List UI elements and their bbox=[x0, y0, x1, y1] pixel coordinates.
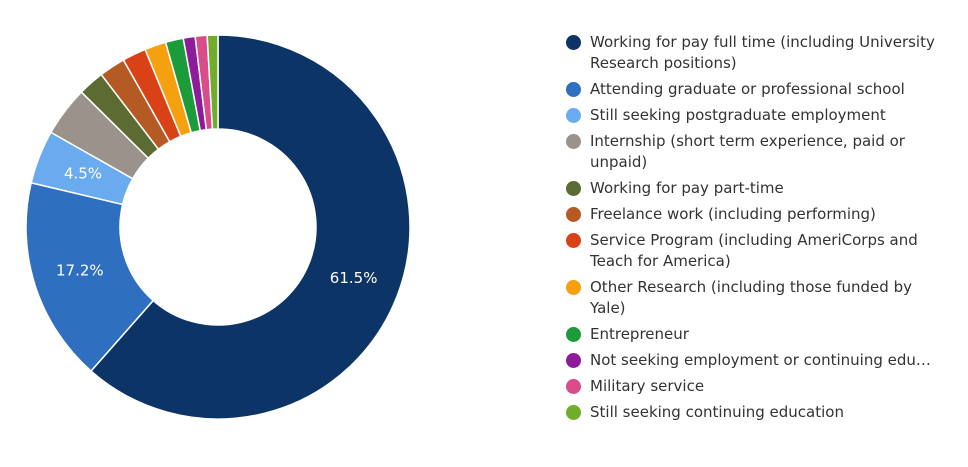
legend-label: Entrepreneur bbox=[590, 325, 689, 343]
legend-marker bbox=[566, 280, 581, 295]
legend-marker bbox=[566, 207, 581, 222]
legend-item: Freelance work (including performing) bbox=[566, 204, 946, 225]
slice bbox=[89, 34, 411, 420]
legend-item: Working for pay part-time bbox=[566, 178, 946, 199]
legend-marker bbox=[566, 379, 581, 394]
legend-item: Still seeking continuing education bbox=[566, 402, 946, 423]
legend-marker bbox=[566, 405, 581, 420]
legend-item: Attending graduate or professional schoo… bbox=[566, 79, 946, 100]
legend-label: Still seeking continuing education bbox=[590, 403, 844, 421]
legend-marker bbox=[566, 181, 581, 196]
legend-item: Military service bbox=[566, 376, 946, 397]
donut: 61.5% 17.2% 4.5% bbox=[25, 34, 411, 420]
legend-label: Working for pay full time (including Uni… bbox=[590, 33, 935, 72]
legend-item: Still seeking postgraduate employment bbox=[566, 105, 946, 126]
legend-item: Other Research (including those funded b… bbox=[566, 277, 946, 319]
legend-marker bbox=[566, 353, 581, 368]
legend-item: Working for pay full time (including Uni… bbox=[566, 32, 946, 74]
legend-label: Military service bbox=[590, 377, 705, 395]
legend-marker bbox=[566, 233, 581, 248]
legend-label: Attending graduate or professional schoo… bbox=[590, 80, 905, 98]
legend-label: Other Research (including those funded b… bbox=[590, 278, 912, 317]
legend-marker bbox=[566, 82, 581, 97]
slice bbox=[206, 34, 219, 130]
slice bbox=[25, 181, 155, 373]
legend-label: Still seeking postgraduate employment bbox=[590, 106, 886, 124]
legend-item: Entrepreneur bbox=[566, 324, 946, 345]
legend: Working for pay full time (including Uni… bbox=[566, 32, 946, 428]
legend-item: Not seeking employment or continuing edu… bbox=[566, 350, 946, 371]
legend-marker bbox=[566, 108, 581, 123]
legend-label: Service Program (including AmeriCorps an… bbox=[590, 231, 918, 270]
legend-label: Freelance work (including performing) bbox=[590, 205, 876, 223]
data-label: 61.5% bbox=[330, 269, 378, 287]
legend-item: Service Program (including AmeriCorps an… bbox=[566, 230, 946, 272]
legend-label: Internship (short term experience, paid … bbox=[590, 132, 905, 171]
data-label: 4.5% bbox=[64, 165, 102, 183]
legend-label: Working for pay part-time bbox=[590, 179, 784, 197]
legend-marker bbox=[566, 327, 581, 342]
legend-marker bbox=[566, 134, 581, 149]
legend-item: Internship (short term experience, paid … bbox=[566, 131, 946, 173]
data-label: 17.2% bbox=[56, 261, 104, 279]
legend-label: Not seeking employment or continuing edu… bbox=[590, 351, 931, 369]
legend-marker bbox=[566, 35, 581, 50]
